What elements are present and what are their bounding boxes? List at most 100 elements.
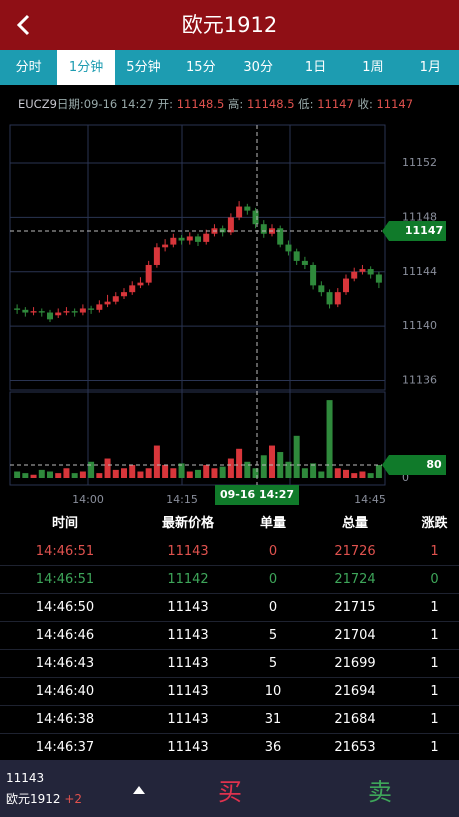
volume-bar (359, 471, 366, 478)
x-tick-label: 14:00 (72, 493, 104, 506)
sell-button[interactable]: 卖 (368, 778, 392, 806)
column-header: 涨跌 (421, 516, 448, 531)
label: 收: (357, 97, 373, 111)
cell: 1 (430, 600, 439, 615)
volume-bar (162, 465, 169, 478)
value: 09-16 14:27 (83, 97, 155, 111)
candle-body (186, 236, 193, 241)
volume-bar (96, 473, 103, 478)
tab[interactable]: 1分钟 (57, 50, 115, 85)
cell: 11142 (167, 572, 209, 587)
cell: 11143 (167, 712, 209, 727)
volume-bar (121, 468, 127, 478)
cell: 5 (268, 628, 278, 643)
y-tick-label: 11144 (402, 265, 437, 278)
candle-body (310, 264, 317, 286)
cell: 0 (430, 572, 439, 587)
candle-body (162, 244, 169, 248)
column-header: 时间 (51, 516, 78, 531)
volume-bar (211, 468, 218, 478)
column-header: 最新价格 (161, 516, 214, 531)
candle-body (195, 236, 201, 242)
tab[interactable]: 分时 (15, 60, 42, 75)
cell: 0 (268, 572, 278, 587)
cell: 11143 (167, 600, 209, 615)
y-tick-label: 11140 (402, 319, 437, 332)
candle-body (260, 224, 267, 234)
volume-bar (137, 471, 144, 478)
x-tick-label: 14:45 (354, 493, 386, 506)
y-tick-label: 11152 (402, 156, 437, 169)
price-panel (9, 124, 386, 391)
cell: 1 (430, 740, 439, 755)
tab[interactable]: 1周 (362, 60, 384, 75)
volume-bar (310, 463, 317, 478)
volume-bar (129, 465, 136, 478)
footer: 11143 欧元1912 +2 买 卖 (0, 760, 459, 817)
tab[interactable]: 15分 (186, 60, 216, 75)
cell: 11143 (167, 684, 209, 699)
candle-body (14, 308, 21, 310)
volume-bar (343, 469, 349, 478)
cell: 14:46:38 (35, 712, 95, 727)
cell: 21684 (334, 712, 376, 727)
cell: 14:46:40 (35, 684, 95, 699)
cell: 21724 (334, 572, 376, 587)
cell: 21694 (334, 684, 376, 699)
cell: 11143 (167, 544, 209, 559)
candle-body (129, 285, 136, 293)
x-tick-label: 14:15 (166, 493, 198, 506)
column-header: 单量 (259, 516, 286, 531)
tab[interactable]: 1日 (304, 60, 327, 75)
price-tag (382, 221, 446, 241)
cell: 11143 (167, 740, 209, 755)
buy-button[interactable]: 买 (218, 778, 242, 806)
volume-bar (269, 445, 275, 478)
candle-body (367, 269, 374, 275)
header: 欧元1912 (0, 0, 459, 50)
price: 11143 (6, 771, 45, 785)
cell: 36 (264, 740, 282, 755)
candle-body (334, 292, 341, 305)
candle-body (326, 292, 333, 305)
tab[interactable]: 1月 (419, 60, 441, 75)
label: 开: (157, 97, 174, 111)
candle-body (79, 308, 86, 313)
cursor-tag (215, 485, 299, 505)
candle-body (22, 309, 29, 313)
volume-bar (351, 473, 358, 478)
cell: 11143 (167, 656, 209, 671)
tab[interactable]: 30分 (243, 60, 273, 75)
table-row: 14:46:37 11143 36 21653 1 (0, 734, 459, 762)
volume-bar (55, 473, 62, 478)
tab[interactable]: 5分钟 (126, 60, 161, 75)
back-button[interactable] (8, 0, 48, 50)
volume-bar (71, 473, 78, 478)
volume-bar (145, 468, 152, 478)
cell: 21699 (334, 656, 376, 671)
value: 11148.5 (176, 97, 225, 111)
cell: 0 (268, 600, 278, 615)
cell: 14:46:37 (35, 740, 95, 755)
candle-body (293, 251, 300, 261)
title: 欧元1912 (181, 13, 278, 37)
table-row: 14:46:51 11143 0 21726 1 (0, 538, 459, 566)
volume-bar (79, 471, 86, 478)
table-row: 14:46:43 11143 5 21699 1 (0, 650, 459, 678)
table-row: 14:46:46 11143 5 21704 1 (0, 622, 459, 650)
candle-body (244, 206, 251, 211)
candle-body (88, 308, 95, 310)
label: 日期: (56, 97, 84, 111)
cell: 5 (268, 656, 278, 671)
expand-arrow[interactable] (131, 784, 147, 796)
value: 11147 (376, 97, 414, 111)
table-header: 时间 最新价格 单量 总量 涨跌 (0, 510, 459, 538)
cell: 21715 (334, 600, 376, 615)
candle-body (375, 274, 382, 283)
volume-bar (63, 468, 70, 478)
volume-bar (252, 468, 259, 478)
volume-bar (236, 448, 243, 478)
symbol: EUCZ9 (18, 97, 57, 111)
candle-body (71, 311, 78, 313)
column-header: 总量 (341, 516, 368, 531)
